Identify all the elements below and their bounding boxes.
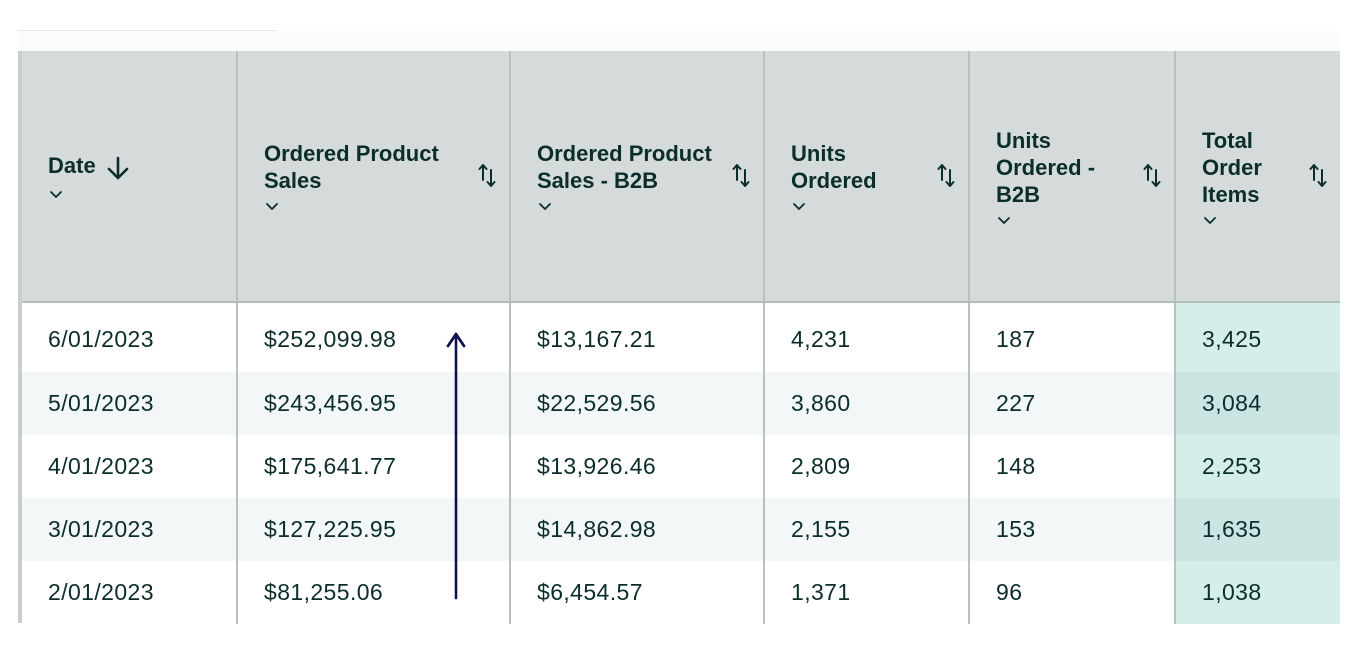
top-divider: [18, 30, 276, 31]
column-header-label: Ordered Product Sales: [264, 141, 439, 193]
cell-units-ordered: 3,860: [763, 372, 969, 435]
sort-toggle-icon[interactable]: [731, 162, 751, 190]
cell-units-ordered: 2,809: [763, 435, 969, 498]
cell-date: 5/01/2023: [22, 372, 237, 435]
column-header-label: Total Order Items: [1202, 127, 1262, 207]
cell-ordered-product-sales: $81,255.06: [236, 561, 510, 624]
column-header-label: Date: [48, 153, 96, 178]
cell-date: 3/01/2023: [22, 498, 237, 561]
cell-date: 6/01/2023: [22, 302, 237, 372]
column-header-ordered-product-sales-b2b[interactable]: Ordered Product Sales - B2B: [509, 51, 764, 303]
cell-units-ordered-b2b: 187: [968, 302, 1175, 372]
cell-units-ordered-b2b: 227: [968, 372, 1175, 435]
column-header-label: Units Ordered: [791, 141, 877, 193]
chevron-down-icon[interactable]: [1202, 214, 1218, 226]
column-header-units-ordered-b2b[interactable]: Units Ordered - B2B: [968, 51, 1175, 303]
cell-ordered-product-sales-b2b: $14,862.98: [509, 498, 764, 561]
header-row: Date Ordered Product Sales: [22, 51, 1340, 303]
arrow-down-icon[interactable]: [106, 156, 130, 182]
table-row: 4/01/2023 $175,641.77 $13,926.46 2,809 1…: [22, 435, 1340, 498]
sort-toggle-icon[interactable]: [936, 162, 956, 190]
sort-toggle-icon[interactable]: [1142, 162, 1162, 190]
table-row: 5/01/2023 $243,456.95 $22,529.56 3,860 2…: [22, 372, 1340, 435]
cell-ordered-product-sales-b2b: $13,167.21: [509, 302, 764, 372]
cell-units-ordered-b2b: 96: [968, 561, 1175, 624]
sort-toggle-icon[interactable]: [1308, 162, 1328, 190]
table-row: 6/01/2023 $252,099.98 $13,167.21 4,231 1…: [22, 302, 1340, 372]
column-header-ordered-product-sales[interactable]: Ordered Product Sales: [236, 51, 510, 303]
cell-ordered-product-sales: $243,456.95: [236, 372, 510, 435]
column-header-units-ordered[interactable]: Units Ordered: [763, 51, 969, 303]
cell-units-ordered: 2,155: [763, 498, 969, 561]
cell-units-ordered: 1,371: [763, 561, 969, 624]
cell-total-order-items: 1,038: [1174, 561, 1340, 624]
cell-ordered-product-sales-b2b: $13,926.46: [509, 435, 764, 498]
column-header-label: Units Ordered - B2B: [996, 127, 1096, 207]
column-header-date[interactable]: Date: [22, 51, 237, 303]
cell-ordered-product-sales: $127,225.95: [236, 498, 510, 561]
table-row: 2/01/2023 $81,255.06 $6,454.57 1,371 96 …: [22, 561, 1340, 624]
cell-ordered-product-sales-b2b: $22,529.56: [509, 372, 764, 435]
chevron-down-icon[interactable]: [791, 200, 807, 212]
cell-units-ordered: 4,231: [763, 302, 969, 372]
table-row: 3/01/2023 $127,225.95 $14,862.98 2,155 1…: [22, 498, 1340, 561]
sales-table: Date Ordered Product Sales: [22, 51, 1340, 624]
cell-total-order-items: 3,084: [1174, 372, 1340, 435]
chevron-down-icon[interactable]: [537, 200, 553, 212]
column-header-label: Ordered Product Sales - B2B: [537, 141, 712, 193]
cell-date: 4/01/2023: [22, 435, 237, 498]
top-strip: [18, 31, 1340, 51]
chevron-down-icon[interactable]: [996, 214, 1012, 226]
cell-total-order-items: 2,253: [1174, 435, 1340, 498]
chevron-down-icon[interactable]: [48, 188, 64, 200]
cell-date: 2/01/2023: [22, 561, 237, 624]
cell-ordered-product-sales: $252,099.98: [236, 302, 510, 372]
sort-toggle-icon[interactable]: [477, 162, 497, 190]
cell-ordered-product-sales-b2b: $6,454.57: [509, 561, 764, 624]
cell-total-order-items: 1,635: [1174, 498, 1340, 561]
cell-ordered-product-sales: $175,641.77: [236, 435, 510, 498]
cell-units-ordered-b2b: 148: [968, 435, 1175, 498]
cell-total-order-items: 3,425: [1174, 302, 1340, 372]
arrow-up-icon: [446, 332, 466, 600]
table-left-edge: [18, 51, 22, 623]
chevron-down-icon[interactable]: [264, 200, 280, 212]
cell-units-ordered-b2b: 153: [968, 498, 1175, 561]
column-header-total-order-items[interactable]: Total Order Items: [1174, 51, 1340, 303]
